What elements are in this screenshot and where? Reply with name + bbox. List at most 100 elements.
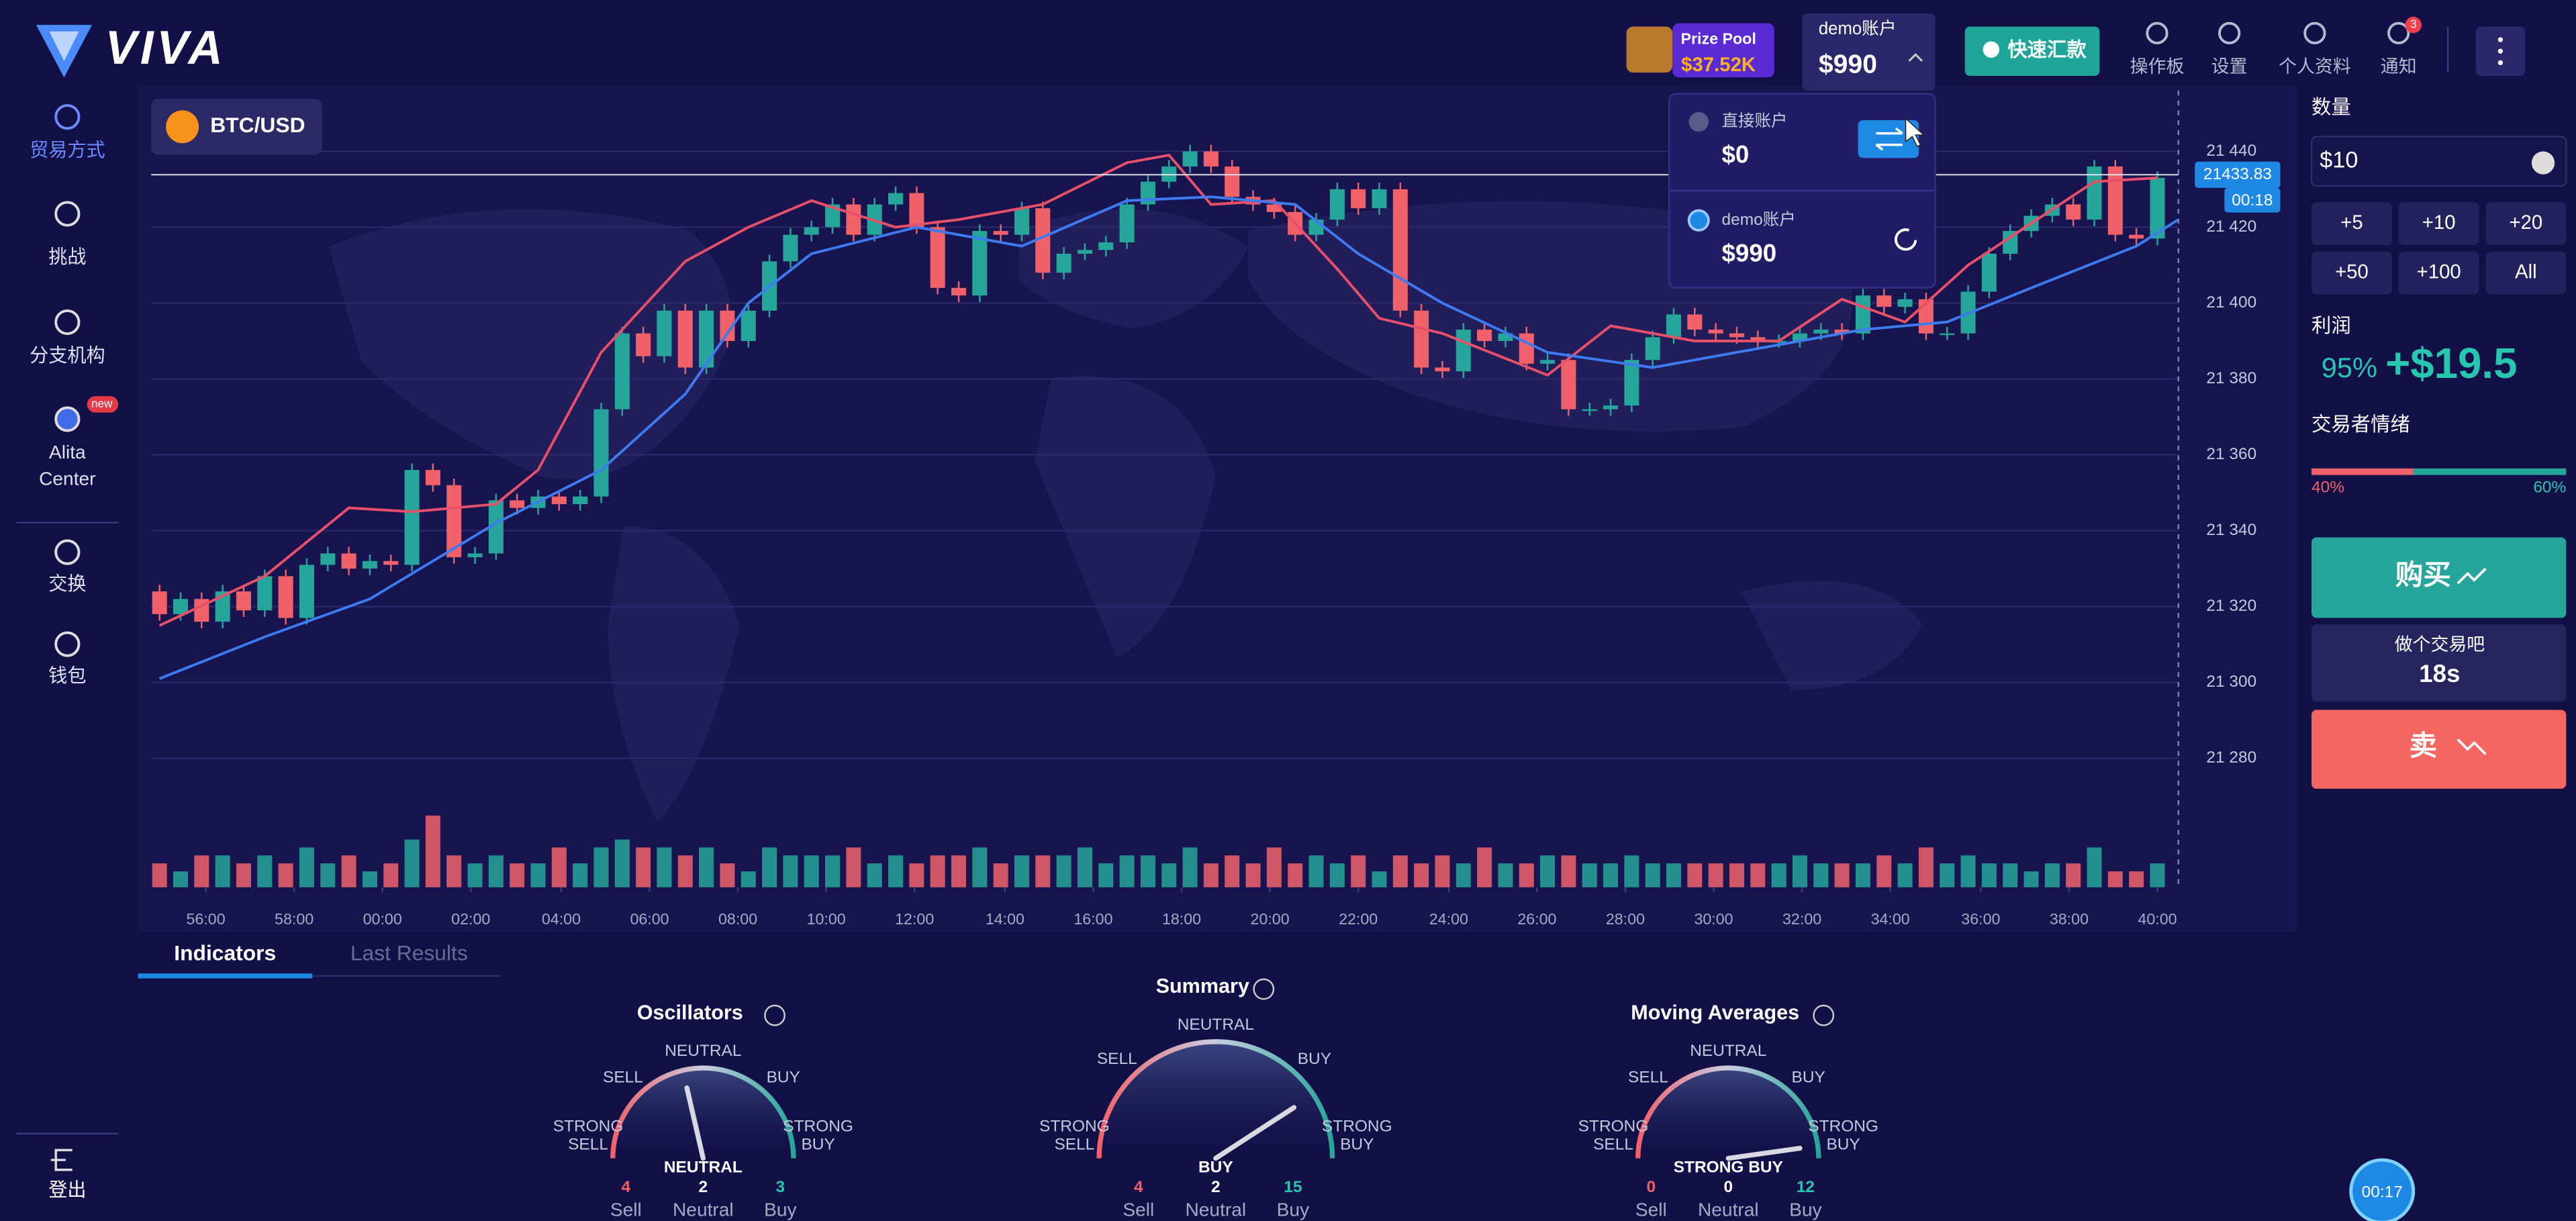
current-price-box (2195, 161, 2281, 188)
nav-icon[interactable] (2387, 21, 2410, 44)
candle (1035, 208, 1051, 273)
logout-icon[interactable] (50, 1149, 73, 1171)
volume-bar (2150, 863, 2165, 887)
candle (1834, 330, 1850, 334)
volume-bar (1876, 855, 1892, 887)
sidebar-icon[interactable] (54, 539, 81, 565)
nav-icon[interactable] (2218, 21, 2241, 44)
sidebar-icon[interactable] (54, 201, 81, 227)
candle (404, 470, 420, 565)
sidebar-label: Alita (49, 442, 86, 462)
volume-bar (2066, 863, 2081, 887)
candle (1624, 360, 1639, 406)
sidebar-icon[interactable] (54, 406, 81, 432)
help-icon[interactable] (1253, 978, 1275, 1000)
gauge-count-label: Neutral (1698, 1199, 1759, 1220)
sidebar-icon[interactable] (54, 631, 81, 657)
candle (614, 333, 630, 409)
volume-bar (804, 855, 819, 887)
amount-button[interactable] (2485, 251, 2567, 295)
x-tick-label: 24:00 (1429, 910, 1468, 928)
candle (741, 310, 756, 342)
gauge-count-label: Sell (1635, 1199, 1667, 1220)
prize-pool-label: Prize Pool (1680, 30, 1756, 47)
gauge-count: 2 (1211, 1178, 1221, 1196)
amount-value: $10 (2320, 147, 2358, 173)
candle (1477, 330, 1492, 342)
volume-bar (1182, 847, 1198, 887)
amount-button[interactable] (2485, 202, 2567, 246)
candle (804, 227, 819, 235)
gauge-label: SELL (1628, 1069, 1668, 1087)
candle (1372, 189, 1387, 209)
sidebar-icon[interactable] (54, 309, 81, 336)
volume-bar (446, 855, 462, 887)
candle (1435, 367, 1450, 372)
nav-label: 设置 (2211, 56, 2248, 77)
volume-bar (993, 863, 1008, 887)
y-tick-label: 21 300 (2206, 673, 2256, 691)
amount-button[interactable] (2311, 202, 2392, 246)
candle (593, 409, 609, 497)
deposit-button[interactable] (1964, 26, 2100, 76)
gauge-count: 3 (776, 1178, 785, 1196)
gauge-reading: NEUTRAL (664, 1159, 743, 1177)
account-name: 直接账户 (1722, 111, 1788, 130)
candle (1876, 295, 1892, 307)
amount-button-label: All (2515, 260, 2537, 283)
sentiment-value: 40% (2311, 479, 2344, 497)
moving-average-line (158, 195, 2179, 680)
gauge-label: SELL (1593, 1135, 1633, 1153)
buy-label: 购买 (2395, 558, 2451, 590)
volume-bar (720, 863, 735, 887)
amount-button[interactable] (2398, 251, 2479, 295)
volume-bar (2003, 863, 2018, 887)
timer-bubble[interactable] (2349, 1158, 2416, 1221)
account-radio[interactable] (1688, 111, 1709, 132)
x-tick-label: 38:00 (2050, 910, 2089, 928)
volume-bar (404, 839, 420, 887)
candle (362, 560, 377, 569)
x-tick-label: 08:00 (718, 910, 757, 928)
buy-button[interactable] (2311, 537, 2567, 618)
help-icon[interactable] (1813, 1004, 1835, 1026)
clear-button[interactable] (2531, 151, 2555, 175)
volume-bar (762, 847, 777, 887)
candle (972, 231, 988, 296)
amount-input[interactable] (2310, 136, 2567, 187)
gauge-label: BUY (1298, 1050, 1331, 1068)
amount-button[interactable] (2311, 251, 2392, 295)
candle (1498, 333, 1513, 342)
menu-dot (2497, 60, 2503, 66)
gauge-label: SELL (1097, 1050, 1137, 1068)
sell-button[interactable] (2311, 710, 2567, 789)
candle (993, 231, 1008, 235)
help-icon[interactable] (764, 1004, 785, 1026)
buy-arrow (2456, 567, 2487, 585)
candle (825, 204, 841, 228)
asset-selector[interactable] (151, 99, 322, 155)
account-selector[interactable] (1802, 13, 1936, 91)
account-radio[interactable] (1687, 209, 1710, 232)
gauge-label: NEUTRAL (665, 1042, 741, 1060)
nav-icon[interactable] (2146, 21, 2168, 44)
candle (1203, 151, 1219, 167)
nav-icon[interactable] (2303, 21, 2326, 44)
volume-bar (1918, 847, 1934, 887)
sidebar-icon[interactable] (54, 104, 81, 130)
volume-bar (677, 855, 693, 887)
amount-button[interactable] (2398, 202, 2479, 246)
switch-button[interactable] (1858, 120, 1919, 158)
candle (341, 553, 356, 569)
tab: Indicators (174, 941, 276, 965)
volume-bar (1035, 855, 1051, 887)
volume-bar (657, 847, 672, 887)
refresh-icon[interactable] (1894, 228, 1917, 251)
nav-label: 通知 (2381, 56, 2417, 77)
volume-bar (1140, 855, 1155, 887)
candle (1645, 337, 1660, 360)
trade-prompt: 做个交易吧 (2395, 634, 2485, 654)
volume-bar (1329, 863, 1345, 887)
candle (1414, 310, 1429, 368)
volume-bar (1687, 863, 1703, 887)
